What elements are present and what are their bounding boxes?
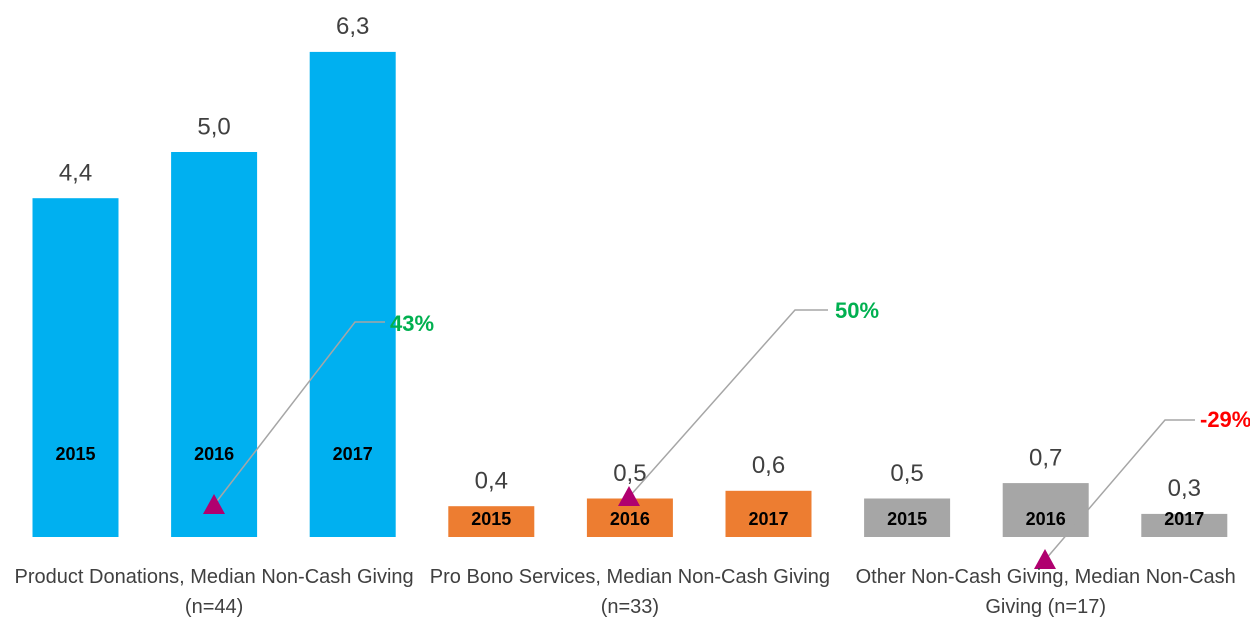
value-label: 0,6 [752,452,785,479]
value-label: 0,4 [475,468,508,495]
series-label: 2016 [194,444,234,464]
series-label: 2017 [1164,509,1204,529]
value-label: 4,4 [59,160,92,187]
series-label: 2015 [55,444,95,464]
annotation: -29% [1200,407,1250,432]
series-label: 2016 [1026,509,1066,529]
callout-line [628,309,828,498]
series-label: 2015 [471,509,511,529]
marker [1034,549,1056,569]
bar [1002,483,1089,537]
bar [309,51,396,538]
value-label: 6,3 [336,13,369,40]
marker [203,494,225,514]
series-label: 2017 [748,509,788,529]
annotation: 43% [390,311,434,336]
bar [448,506,535,537]
callout-line [213,321,385,506]
category-label: Other Non-Cash Giving, Median Non-Cash G… [855,566,1236,618]
bar [171,152,258,537]
bar [864,498,951,537]
series-label: 2016 [610,509,650,529]
marker [618,486,640,506]
value-label: 0,7 [1029,444,1062,471]
series-label: 2017 [333,444,373,464]
bar [725,490,812,537]
series-label: 2015 [887,509,927,529]
category-label: Pro Bono Services, Median Non-Cash Givin… [429,566,830,618]
value-label: 0,5 [890,460,923,487]
bar [1141,513,1228,537]
value-label: 0,3 [1168,475,1201,502]
annotation: 50% [835,298,879,323]
callout-line [1044,419,1195,561]
value-label: 5,0 [197,113,230,140]
bar [32,198,119,537]
category-label: Product Donations, Median Non-Cash Givin… [14,566,414,618]
